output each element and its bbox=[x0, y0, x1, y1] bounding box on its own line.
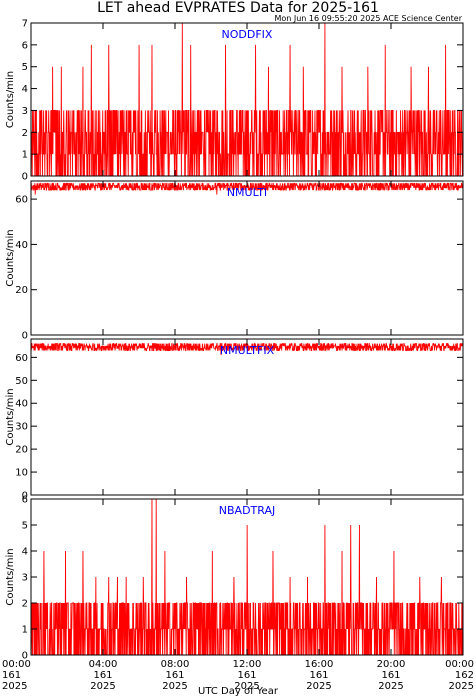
x-tick-label-year: 2025 bbox=[162, 681, 187, 692]
x-tick-label-year: 2025 bbox=[306, 681, 331, 692]
y-tick-label: 4 bbox=[22, 84, 28, 95]
y-tick-label: 10 bbox=[15, 468, 28, 479]
y-tick-label: 3 bbox=[22, 106, 28, 117]
y-tick-label: 0 bbox=[22, 172, 28, 183]
x-tick-label-time: 04:00 bbox=[89, 659, 118, 670]
x-tick-label-year: 2025 bbox=[378, 681, 403, 692]
x-tick-label-doy: 161 bbox=[2, 670, 21, 681]
data-series-trace bbox=[30, 343, 464, 356]
x-tick-label-doy: 161 bbox=[237, 670, 256, 681]
y-tick-label: 1 bbox=[22, 150, 28, 161]
y-tick-label: 50 bbox=[15, 376, 28, 387]
y-tick-label: 0 bbox=[22, 331, 28, 342]
y-tick-label: 1 bbox=[22, 625, 28, 636]
y-axis-label: Counts/min bbox=[5, 71, 16, 128]
y-tick-label: 40 bbox=[15, 240, 28, 251]
panel-frame bbox=[30, 338, 464, 496]
y-tick-label: 0 bbox=[22, 651, 28, 662]
y-tick-label: 4 bbox=[22, 547, 28, 558]
x-tick-label-doy: 161 bbox=[93, 670, 112, 681]
y-tick-label: 7 bbox=[22, 19, 28, 30]
y-tick-label: 60 bbox=[15, 353, 28, 364]
y-tick-label: 5 bbox=[22, 62, 28, 73]
y-tick-label: 60 bbox=[15, 195, 28, 206]
y-tick-label: 30 bbox=[15, 422, 28, 433]
generation-timestamp: Mon Jun 16 09:55:20 2025 ACE Science Cen… bbox=[274, 14, 462, 23]
y-tick-label: 6 bbox=[22, 495, 28, 506]
data-series-trace bbox=[30, 498, 464, 656]
x-tick-label-year: 2025 bbox=[90, 681, 115, 692]
x-tick-label-time: 08:00 bbox=[161, 659, 190, 670]
y-tick-label: 20 bbox=[15, 285, 28, 296]
panel-label: NODDFIX bbox=[222, 28, 273, 41]
y-axis-label: Counts/min bbox=[5, 229, 16, 286]
panel-label: NBADTRAJ bbox=[219, 504, 275, 517]
y-tick-label: 3 bbox=[22, 573, 28, 584]
y-tick-label: 2 bbox=[22, 128, 28, 139]
chart-title: LET ahead EVPRATES Data for 2025-161 bbox=[97, 0, 379, 16]
panel-nmulti: 0 20 40 60 Counts/min NMULTI bbox=[5, 180, 464, 342]
x-tick-label-year: 2025 bbox=[234, 681, 259, 692]
x-tick-label-time: 00:00 bbox=[445, 659, 474, 670]
panel-nmultfix: 0 10 20 30 40 50 60 Counts/min NMULTFIX bbox=[5, 338, 464, 502]
x-tick-label-time: 16:00 bbox=[305, 659, 334, 670]
x-tick-label-doy: 161 bbox=[381, 670, 400, 681]
panel-label: NMULTFIX bbox=[220, 344, 275, 357]
panel-label: NMULTI bbox=[227, 186, 267, 199]
y-tick-label: 2 bbox=[22, 599, 28, 610]
y-axis-label: Counts/min bbox=[5, 548, 16, 605]
y-axis-label: Counts/min bbox=[5, 388, 16, 445]
x-tick-label-time: 00:00 bbox=[2, 659, 31, 670]
y-tick-label: 6 bbox=[22, 40, 28, 51]
x-tick-label-time: 20:00 bbox=[377, 659, 406, 670]
x-tick-label-time: 12:00 bbox=[233, 659, 262, 670]
y-tick-label: 40 bbox=[15, 399, 28, 410]
panel-noddfix: 0 1 2 3 4 5 6 7 Counts/min NODDFIX bbox=[5, 19, 464, 183]
x-tick-label-year: 2025 bbox=[2, 681, 27, 692]
x-axis-label: UTC Day of Year bbox=[198, 686, 278, 697]
x-tick-label-doy: 162 bbox=[455, 670, 474, 681]
x-tick-label-doy: 161 bbox=[165, 670, 184, 681]
x-tick-label-doy: 161 bbox=[309, 670, 328, 681]
y-tick-label: 5 bbox=[22, 521, 28, 532]
panel-frame bbox=[30, 180, 464, 336]
y-tick-label: 20 bbox=[15, 445, 28, 456]
x-tick-label-year: 2025 bbox=[449, 681, 474, 692]
panel-nbadtraj: 0 1 2 3 4 5 6 Counts/min NBADTRAJ bbox=[5, 495, 464, 662]
y-tick-label: 0 bbox=[22, 491, 28, 502]
data-series-trace bbox=[30, 22, 464, 177]
